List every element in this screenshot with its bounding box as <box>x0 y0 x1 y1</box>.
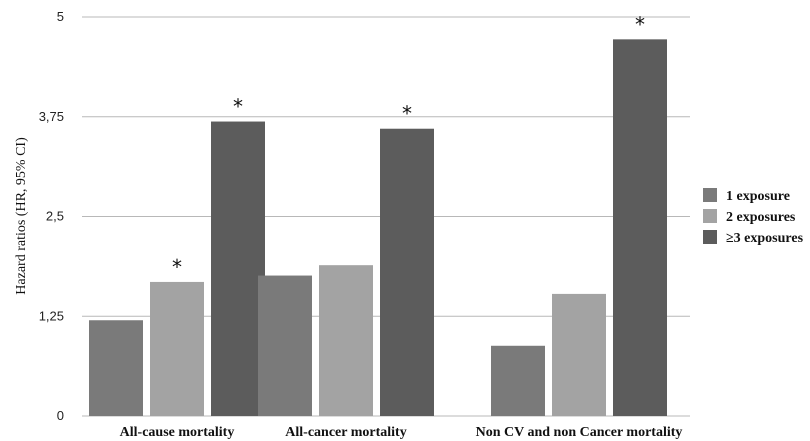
legend-swatch <box>703 209 717 223</box>
bar <box>552 293 606 416</box>
y-axis-ticks: 0 1,25 2,5 3,75 5 <box>39 9 64 423</box>
y-tick-label: 1,25 <box>39 308 64 323</box>
x-category-label: All-cause mortality <box>120 425 235 440</box>
x-category-label: All-cancer mortality <box>285 425 406 440</box>
y-tick-label: 0 <box>57 408 64 423</box>
legend-swatch <box>703 188 717 202</box>
y-tick-label: 5 <box>57 9 64 24</box>
x-axis-categories: All-cause mortality All-cancer mortality N… <box>120 425 683 440</box>
significance-star: * <box>402 102 412 126</box>
bar <box>380 128 434 416</box>
bar <box>491 345 545 416</box>
significance-star: * <box>635 12 645 36</box>
x-category-label: Non CV and non Cancer mortality <box>476 425 683 440</box>
significance-star: * <box>233 95 243 119</box>
legend-label: 1 exposure <box>726 189 790 204</box>
bar <box>89 320 143 416</box>
bar <box>150 281 204 416</box>
significance-star: * <box>172 255 182 279</box>
bar <box>319 265 373 416</box>
legend-label: 2 exposures <box>726 210 796 225</box>
legend-label: ≥3 exposures <box>726 231 804 246</box>
bars <box>89 39 667 417</box>
bar <box>211 121 265 417</box>
y-axis-label: Hazard ratios (HR, 95% CI) <box>14 137 29 295</box>
y-tick-label: 2,5 <box>46 209 64 224</box>
bar <box>258 275 312 416</box>
significance-markers: * * * * <box>172 12 645 279</box>
bar <box>613 39 667 417</box>
y-tick-label: 3,75 <box>39 109 64 124</box>
legend: 1 exposure 2 exposures ≥3 exposures <box>703 188 804 246</box>
legend-swatch <box>703 230 717 244</box>
